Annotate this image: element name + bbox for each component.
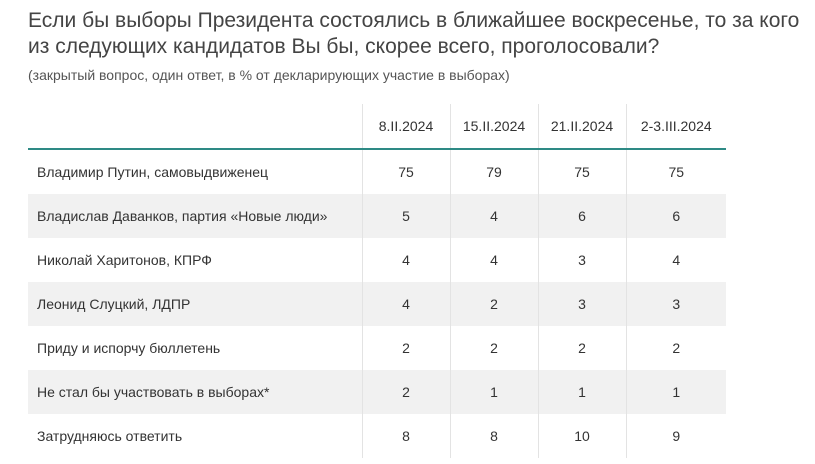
- table-cell: 9: [672, 428, 681, 444]
- table-cell: 8: [362, 414, 451, 458]
- table-cell: 10: [538, 414, 627, 458]
- table-cell: 4: [672, 252, 681, 268]
- page-subtitle: (закрытый вопрос, один ответ, в % от дек…: [28, 67, 510, 83]
- column-header: 8.II.2024: [362, 104, 451, 149]
- table-row: Приду и испорчу бюллетень 2 2 2 2: [28, 326, 726, 370]
- table-cell: 2: [362, 326, 451, 370]
- table-cell: 1: [538, 370, 627, 414]
- table-cell: 4: [450, 238, 539, 282]
- header-row: 8.II.2024 15.II.2024 21.II.2024 2-3.III.…: [28, 104, 726, 149]
- column-header: 15.II.2024: [450, 104, 539, 149]
- table-cell: 2: [450, 326, 539, 370]
- table-row: Владимир Путин, самовыдвиженец 75 79 75 …: [28, 149, 726, 194]
- table-cell: 6: [626, 194, 726, 238]
- table-cell: 3: [538, 238, 627, 282]
- page-title: Если бы выборы Президента состоялись в б…: [28, 9, 800, 58]
- row-label: Владислав Даванков, партия «Новые люди»: [28, 194, 363, 238]
- table-row: Николай Харитонов, КПРФ 4 4 3 4: [28, 238, 726, 282]
- row-label: Леонид Слуцкий, ЛДПР: [28, 282, 363, 326]
- table-row: Владислав Даванков, партия «Новые люди» …: [28, 194, 726, 238]
- table-cell: 8: [450, 414, 539, 458]
- row-label: Приду и испорчу бюллетень: [28, 326, 363, 370]
- results-table: 8.II.2024 15.II.2024 21.II.2024 2-3.III.…: [28, 104, 726, 458]
- row-label: Не стал бы участвовать в выборах*: [28, 370, 363, 414]
- table-cell: 3: [626, 282, 726, 326]
- table-row: Затрудняюсь ответить 8 8 10 9: [28, 414, 726, 458]
- table-cell: 75: [668, 164, 685, 180]
- table-cell: 75: [362, 149, 451, 194]
- table-cell: 2: [450, 282, 539, 326]
- table-cell: 5: [362, 194, 451, 238]
- table-cell: 2: [362, 370, 451, 414]
- table-cell: 4: [362, 282, 451, 326]
- table-cell: 3: [538, 282, 627, 326]
- table-row: Леонид Слуцкий, ЛДПР 4 2 3 3: [28, 282, 726, 326]
- column-header: 2-3.III.2024: [640, 118, 712, 134]
- table-cell: 2: [672, 340, 681, 356]
- table-cell: 6: [538, 194, 627, 238]
- row-label: Затрудняюсь ответить: [28, 414, 363, 458]
- table-cell: 1: [626, 370, 726, 414]
- table-cell: 2: [538, 326, 627, 370]
- row-label: Владимир Путин, самовыдвиженец: [28, 149, 363, 194]
- table-cell: 1: [450, 370, 539, 414]
- table-cell: 4: [362, 238, 451, 282]
- header-blank: [28, 104, 363, 149]
- table-cell: 4: [450, 194, 539, 238]
- row-label: Николай Харитонов, КПРФ: [28, 238, 363, 282]
- table-cell: 79: [450, 149, 539, 194]
- table-row: Не стал бы участвовать в выборах* 2 1 1 …: [28, 370, 726, 414]
- table-cell: 75: [538, 149, 627, 194]
- column-header: 21.II.2024: [538, 104, 627, 149]
